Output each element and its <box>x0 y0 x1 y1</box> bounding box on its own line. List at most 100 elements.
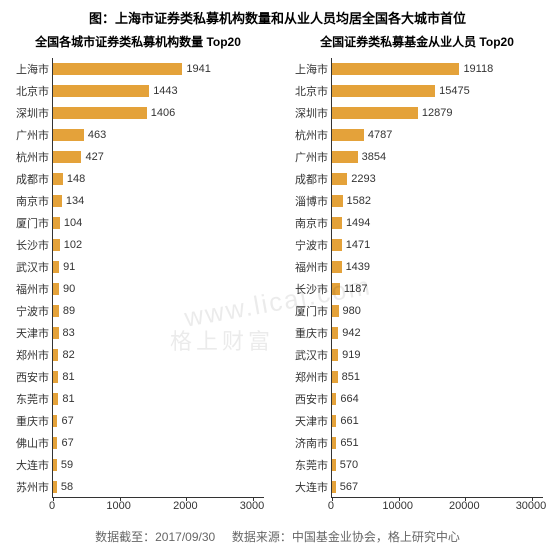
left-value: 102 <box>60 239 82 251</box>
left-row: 苏州市58 <box>53 476 264 498</box>
left-ylabel: 宁波市 <box>5 303 53 319</box>
left-value: 463 <box>84 129 106 141</box>
right-row: 上海市19118 <box>332 58 543 80</box>
right-chart: 全国证券类私募基金从业人员 Top20 上海市19118北京市15475深圳市1… <box>283 33 551 516</box>
right-value: 1187 <box>340 283 368 295</box>
left-value: 81 <box>58 393 74 405</box>
left-value: 1406 <box>147 107 175 119</box>
right-value: 942 <box>338 327 360 339</box>
right-bar <box>332 151 358 163</box>
left-value: 82 <box>58 349 74 361</box>
left-value: 81 <box>58 371 74 383</box>
left-value: 59 <box>57 459 73 471</box>
footer-date: 数据截至：2017/09/30 <box>95 530 215 544</box>
left-bar <box>53 63 182 75</box>
right-value: 1582 <box>343 195 371 207</box>
right-row: 福州市1439 <box>332 256 543 278</box>
right-value: 1494 <box>342 217 370 229</box>
left-row: 上海市1941 <box>53 58 264 80</box>
left-ylabel: 南京市 <box>5 193 53 209</box>
right-xtick-label: 10000 <box>382 500 413 512</box>
left-value: 1443 <box>149 85 177 97</box>
left-row: 重庆市67 <box>53 410 264 432</box>
left-xaxis: 0100020003000 <box>52 500 264 516</box>
left-xtick-label: 1000 <box>106 500 130 512</box>
left-row: 福州市90 <box>53 278 264 300</box>
right-xaxis: 0100002000030000 <box>331 500 543 516</box>
left-ylabel: 厦门市 <box>5 215 53 231</box>
right-ylabel: 上海市 <box>284 61 332 77</box>
right-ylabel: 西安市 <box>284 391 332 407</box>
right-ylabel: 成都市 <box>284 171 332 187</box>
left-row: 广州市463 <box>53 124 264 146</box>
left-value: 89 <box>59 305 75 317</box>
left-bar <box>53 195 62 207</box>
left-row: 武汉市91 <box>53 256 264 278</box>
left-row: 天津市83 <box>53 322 264 344</box>
left-value: 91 <box>59 261 75 273</box>
right-ylabel: 长沙市 <box>284 281 332 297</box>
left-ylabel: 佛山市 <box>5 435 53 451</box>
main-title: 图：上海市证券类私募机构数量和从业人员均居全国各大城市首位 <box>4 8 551 27</box>
right-bar <box>332 217 342 229</box>
left-row: 北京市1443 <box>53 80 264 102</box>
left-ylabel: 大连市 <box>5 457 53 473</box>
right-chart-title: 全国证券类私募基金从业人员 Top20 <box>283 33 551 50</box>
left-row: 郑州市82 <box>53 344 264 366</box>
right-value: 19118 <box>459 63 493 75</box>
left-ylabel: 广州市 <box>5 127 53 143</box>
left-ylabel: 长沙市 <box>5 237 53 253</box>
right-bar <box>332 261 342 273</box>
left-value: 83 <box>59 327 75 339</box>
right-ylabel: 福州市 <box>284 259 332 275</box>
right-ylabel: 杭州市 <box>284 127 332 143</box>
left-ylabel: 成都市 <box>5 171 53 187</box>
right-ylabel: 重庆市 <box>284 325 332 341</box>
left-row: 佛山市67 <box>53 432 264 454</box>
left-ylabel: 杭州市 <box>5 149 53 165</box>
right-value: 2293 <box>347 173 375 185</box>
right-xtick-label: 0 <box>328 500 334 512</box>
left-value: 90 <box>59 283 75 295</box>
right-ylabel: 郑州市 <box>284 369 332 385</box>
left-row: 东莞市81 <box>53 388 264 410</box>
left-row: 杭州市427 <box>53 146 264 168</box>
left-value: 67 <box>57 437 73 449</box>
right-value: 661 <box>336 415 358 427</box>
left-ylabel: 郑州市 <box>5 347 53 363</box>
right-row: 济南市651 <box>332 432 543 454</box>
left-bar <box>53 239 60 251</box>
left-chart-area: 上海市1941北京市1443深圳市1406广州市463杭州市427成都市148南… <box>52 58 264 498</box>
right-bar <box>332 195 343 207</box>
right-value: 664 <box>336 393 358 405</box>
left-ylabel: 天津市 <box>5 325 53 341</box>
right-row: 南京市1494 <box>332 212 543 234</box>
right-value: 919 <box>338 349 360 361</box>
left-ylabel: 西安市 <box>5 369 53 385</box>
right-row: 重庆市942 <box>332 322 543 344</box>
left-row: 深圳市1406 <box>53 102 264 124</box>
left-row: 西安市81 <box>53 366 264 388</box>
left-xtick-label: 0 <box>49 500 55 512</box>
left-row: 长沙市102 <box>53 234 264 256</box>
right-row: 天津市661 <box>332 410 543 432</box>
left-value: 104 <box>60 217 82 229</box>
right-row: 郑州市851 <box>332 366 543 388</box>
left-ylabel: 重庆市 <box>5 413 53 429</box>
left-ylabel: 苏州市 <box>5 479 53 495</box>
left-bar <box>53 217 60 229</box>
right-row: 武汉市919 <box>332 344 543 366</box>
left-xtick-label: 2000 <box>173 500 197 512</box>
right-value: 4787 <box>364 129 392 141</box>
figure-container: 图：上海市证券类私募机构数量和从业人员均居全国各大城市首位 全国各城市证券类私募… <box>0 0 555 549</box>
left-ylabel: 深圳市 <box>5 105 53 121</box>
left-ylabel: 武汉市 <box>5 259 53 275</box>
right-value: 3854 <box>358 151 386 163</box>
right-bar <box>332 107 418 119</box>
left-value: 58 <box>57 481 73 493</box>
right-value: 570 <box>336 459 358 471</box>
right-value: 567 <box>336 481 358 493</box>
left-row: 宁波市89 <box>53 300 264 322</box>
right-chart-area: 上海市19118北京市15475深圳市12879杭州市4787广州市3854成都… <box>331 58 543 498</box>
right-row: 厦门市980 <box>332 300 543 322</box>
